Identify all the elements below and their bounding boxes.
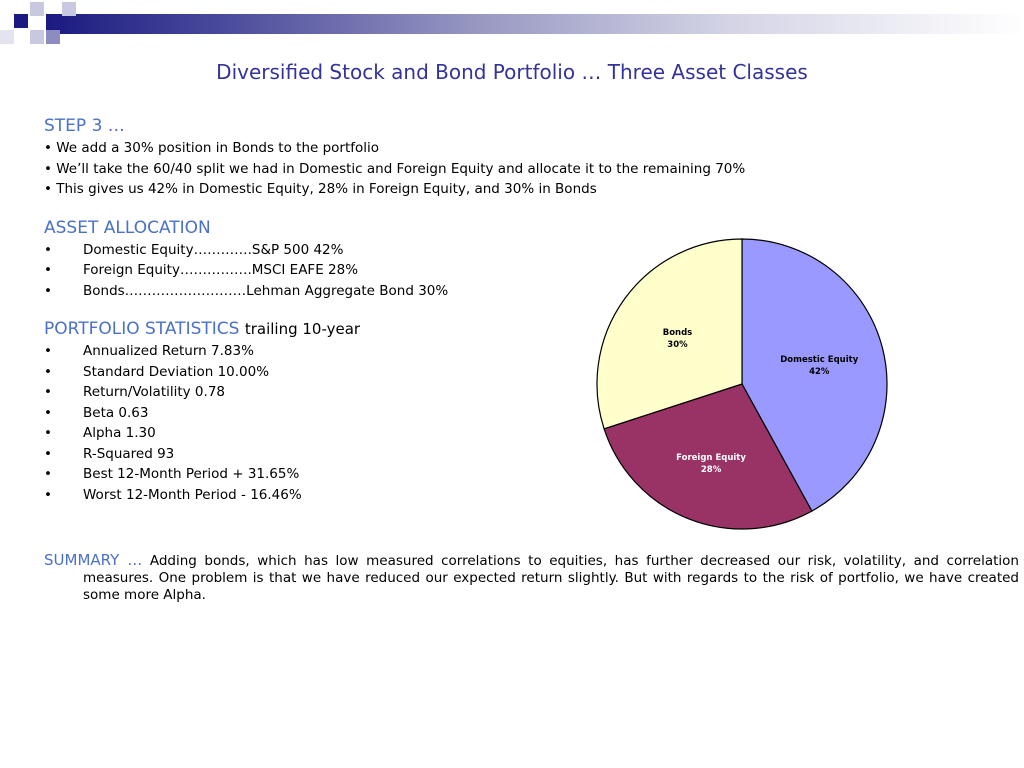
portfolio-statistics-heading: PORTFOLIO STATISTICS trailing 10-year [44,317,604,341]
pie-slice-bonds [596,238,743,430]
statistic-item: • Worst 12-Month Period - 16.46% [44,485,604,506]
decor-square [0,30,14,44]
statistic-item-text: Annualized Return 7.83% [83,343,254,359]
bullet: • [44,486,52,503]
statistic-item-text: Return/Volatility 0.78 [83,384,225,400]
bullet: • [44,343,52,359]
statistic-item: • Standard Deviation 10.00% [44,362,604,383]
bullet: • [44,363,52,380]
pie-label-name: Bonds [663,328,693,338]
slide-body: STEP 3 … • We add a 30% position in Bond… [44,114,746,506]
pie-label-value: 30% [667,340,688,350]
pie-label-value: 28% [701,465,722,475]
bullet: • [44,241,52,258]
statistic-item: • Annualized Return 7.83% [44,341,604,362]
statistic-item-text: Best 12-Month Period + 31.65% [83,466,300,482]
statistic-item: • Beta 0.63 [44,403,604,424]
decor-square [46,30,60,44]
bullet: • [44,425,52,441]
summary-heading: SUMMARY … [44,551,143,569]
statistic-item-text: Beta 0.63 [83,404,149,421]
pie-slice-foreign-equity [603,383,813,530]
statistic-item: • Alpha 1.30 [44,423,604,444]
allocation-item: • Domestic Equity………….S&P 500 42% [44,240,604,261]
header-decoration [0,0,1024,50]
allocation-item: • Foreign Equity…………….MSCI EAFE 28% [44,260,604,281]
step-bullet: • We’ll take the 60/40 split we had in D… [44,160,746,177]
step-bullet: • We add a 30% position in Bonds to the … [44,140,380,156]
statistic-item: • R-Squared 93 [44,444,604,465]
asset-allocation-heading: ASSET ALLOCATION [44,217,211,238]
bullet: • [44,282,52,299]
statistics-subheading: trailing 10-year [244,320,361,338]
decor-square [30,2,44,16]
statistics-heading-text: PORTFOLIO STATISTICS [44,319,240,339]
pie-slice-domestic-equity [741,238,888,512]
pie-label-name: Foreign Equity [676,453,746,463]
bullet: • [44,262,52,278]
statistic-item-text: Worst 12-Month Period - 16.46% [83,486,302,503]
header-gradient-bar [46,14,1024,34]
allocation-item-text: Foreign Equity…………….MSCI EAFE 28% [83,262,359,278]
slide-title: Diversified Stock and Bond Portfolio … T… [216,60,808,84]
pie-chart-svg: Domestic Equity 42% Foreign Equity 28% Bonds… [596,238,888,530]
step-bullet: • This gives us 42% in Domestic Equity, … [44,181,597,197]
bullet: • [44,404,52,421]
pie-label-name: Domestic Equity [780,355,858,365]
bullet: • [44,445,52,462]
allocation-item-text: Domestic Equity………….S&P 500 42% [83,241,344,258]
bullet: • [44,384,52,400]
step-heading: STEP 3 … [44,116,125,136]
decor-square [14,14,28,28]
allocation-item: • Bonds………………………Lehman Aggregate Bond 30% [44,281,604,302]
statistic-item-text: Standard Deviation 10.00% [83,363,270,380]
summary-text: Adding bonds, which has low measured cor… [83,553,1019,603]
statistic-item: • Return/Volatility 0.78 [44,382,604,403]
allocation-item-text: Bonds………………………Lehman Aggregate Bond 30% [83,282,449,299]
bullet: • [44,466,52,482]
pie-label-value: 42% [809,367,830,377]
statistic-item: • Best 12-Month Period + 31.65% [44,464,604,485]
statistic-item-text: R-Squared 93 [83,445,175,462]
statistic-item-text: Alpha 1.30 [83,425,156,441]
decor-square [30,30,44,44]
allocation-pie-chart: Domestic Equity 42% Foreign Equity 28% Bonds… [590,232,895,537]
decor-square [62,2,76,16]
summary-paragraph: SUMMARY … Adding bonds, which has low me… [44,552,1019,604]
